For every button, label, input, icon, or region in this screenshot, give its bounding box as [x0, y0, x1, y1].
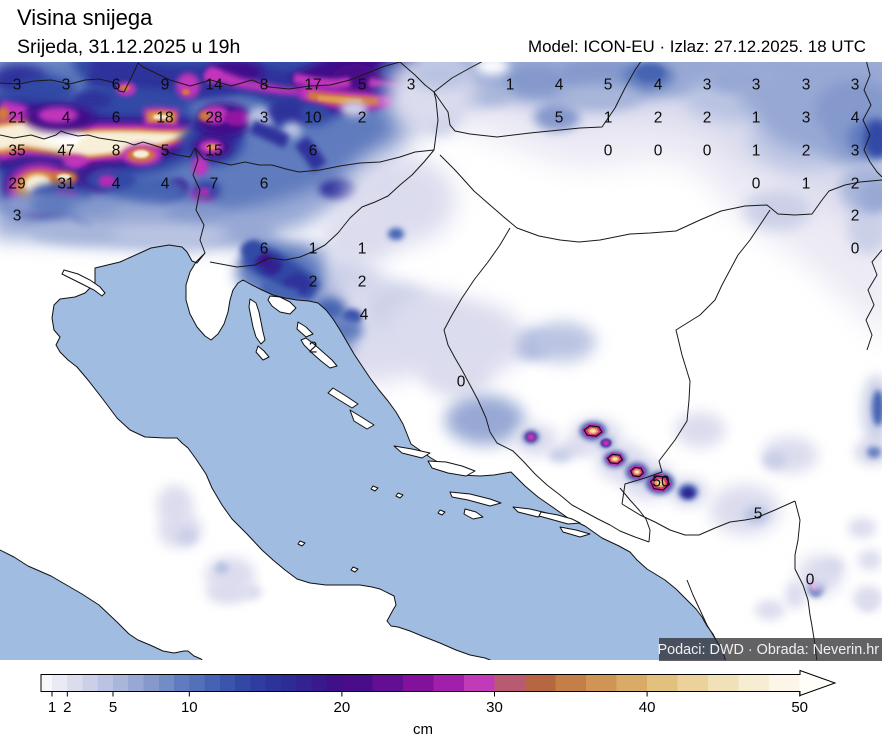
- svg-text:14: 14: [205, 77, 223, 94]
- svg-text:10: 10: [181, 699, 198, 716]
- svg-text:1: 1: [309, 241, 318, 258]
- svg-text:3: 3: [851, 143, 860, 160]
- svg-text:4: 4: [161, 176, 170, 193]
- svg-text:4: 4: [851, 110, 860, 127]
- svg-text:2: 2: [703, 110, 712, 127]
- svg-text:0: 0: [703, 143, 712, 160]
- svg-text:3: 3: [802, 110, 811, 127]
- svg-text:0: 0: [457, 374, 466, 391]
- svg-text:0: 0: [752, 176, 761, 193]
- svg-text:21: 21: [8, 110, 25, 127]
- svg-text:Visina snijega: Visina snijega: [17, 5, 153, 30]
- svg-text:cm: cm: [413, 721, 433, 738]
- svg-text:3: 3: [62, 77, 71, 94]
- svg-text:1: 1: [802, 176, 811, 193]
- svg-text:Podaci: DWD · Obrada: Neverin.: Podaci: DWD · Obrada: Neverin.hr: [657, 642, 879, 658]
- svg-text:50: 50: [652, 474, 670, 491]
- svg-text:3: 3: [703, 77, 712, 94]
- svg-text:9: 9: [161, 77, 170, 94]
- svg-text:31: 31: [57, 176, 74, 193]
- svg-text:18: 18: [156, 110, 173, 127]
- svg-text:1: 1: [358, 241, 367, 258]
- svg-text:4: 4: [112, 176, 121, 193]
- svg-text:1: 1: [48, 699, 56, 716]
- svg-text:Model: ICON-EU · Izlaz: 27.12.: Model: ICON-EU · Izlaz: 27.12.2025. 18 U…: [528, 37, 866, 56]
- svg-text:3: 3: [407, 77, 416, 94]
- svg-text:47: 47: [57, 143, 74, 160]
- svg-text:30: 30: [486, 699, 503, 716]
- svg-text:5: 5: [754, 506, 763, 523]
- svg-text:50: 50: [791, 699, 808, 716]
- svg-text:3: 3: [802, 77, 811, 94]
- svg-text:3: 3: [13, 208, 22, 225]
- svg-text:0: 0: [851, 241, 860, 258]
- svg-text:4: 4: [555, 77, 564, 94]
- svg-text:1: 1: [752, 110, 761, 127]
- svg-text:3: 3: [851, 77, 860, 94]
- svg-text:2: 2: [851, 176, 860, 193]
- svg-text:8: 8: [260, 77, 269, 94]
- svg-text:4: 4: [654, 77, 663, 94]
- svg-text:2: 2: [802, 143, 811, 160]
- svg-text:3: 3: [752, 77, 761, 94]
- svg-text:4: 4: [360, 307, 369, 324]
- svg-text:10: 10: [304, 110, 322, 127]
- svg-text:40: 40: [639, 699, 656, 716]
- svg-text:35: 35: [8, 143, 25, 160]
- svg-text:0: 0: [654, 143, 663, 160]
- svg-text:2: 2: [309, 274, 318, 291]
- svg-text:17: 17: [304, 77, 321, 94]
- svg-text:0: 0: [806, 572, 815, 589]
- svg-text:2: 2: [358, 274, 367, 291]
- svg-text:7: 7: [210, 176, 219, 193]
- svg-text:5: 5: [358, 77, 367, 94]
- svg-text:1: 1: [506, 77, 515, 94]
- svg-text:6: 6: [112, 110, 121, 127]
- svg-text:2: 2: [63, 699, 71, 716]
- svg-text:5: 5: [161, 143, 170, 160]
- svg-text:20: 20: [334, 699, 351, 716]
- svg-text:8: 8: [112, 143, 121, 160]
- svg-text:4: 4: [62, 110, 71, 127]
- svg-text:6: 6: [112, 77, 121, 94]
- svg-text:2: 2: [358, 110, 367, 127]
- svg-text:3: 3: [260, 110, 269, 127]
- svg-text:2: 2: [654, 110, 663, 127]
- svg-text:3: 3: [13, 77, 22, 94]
- svg-text:15: 15: [205, 143, 222, 160]
- svg-text:28: 28: [205, 110, 222, 127]
- svg-text:Srijeda, 31.12.2025 u 19h: Srijeda, 31.12.2025 u 19h: [17, 36, 240, 58]
- svg-text:2: 2: [309, 340, 318, 357]
- svg-text:0: 0: [604, 143, 613, 160]
- svg-text:6: 6: [309, 143, 318, 160]
- svg-text:5: 5: [109, 699, 117, 716]
- svg-text:6: 6: [260, 176, 269, 193]
- svg-text:2: 2: [851, 208, 860, 225]
- svg-text:29: 29: [8, 176, 25, 193]
- svg-text:5: 5: [604, 77, 613, 94]
- svg-text:5: 5: [555, 110, 564, 127]
- svg-text:1: 1: [604, 110, 613, 127]
- svg-text:1: 1: [752, 143, 761, 160]
- svg-text:6: 6: [260, 241, 269, 258]
